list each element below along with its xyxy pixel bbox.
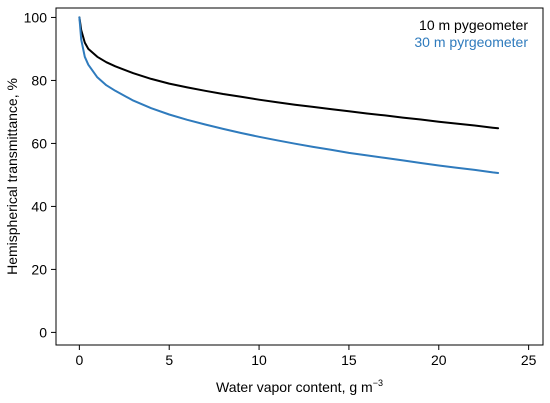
y-tick-label: 20 <box>31 261 47 277</box>
x-tick-label: 10 <box>251 352 267 368</box>
x-axis-label-exponent: −3 <box>373 378 383 388</box>
y-tick-label: 100 <box>24 9 48 25</box>
series-line-1 <box>78 16 500 130</box>
y-tick-label: 40 <box>31 198 47 214</box>
legend-entry-2: 30 m pyrgeometer <box>414 34 528 50</box>
y-tick-label: 60 <box>31 135 47 151</box>
plot-area <box>78 16 500 174</box>
x-tick-label: 20 <box>431 352 447 368</box>
x-tick-label: 15 <box>341 352 357 368</box>
legend-entry-1: 10 m pygeometer <box>419 17 528 33</box>
x-tick-label: 0 <box>75 352 83 368</box>
x-axis-label-text: Water vapor content, g m <box>216 379 373 395</box>
axes-frame <box>55 7 544 346</box>
y-axis-label: Hemispherical transmittance, % <box>4 78 20 275</box>
y-tick-label: 80 <box>31 72 47 88</box>
x-tick-label: 25 <box>521 352 537 368</box>
x-axis-ticks: 0 5 10 15 20 25 <box>75 345 537 368</box>
x-axis-label: Water vapor content, g m−3 <box>216 378 383 395</box>
y-tick-label: 0 <box>39 324 47 340</box>
y-axis-ticks: 0 20 40 60 80 100 <box>24 9 56 340</box>
x-tick-label: 5 <box>165 352 173 368</box>
series-line-2 <box>78 16 500 174</box>
